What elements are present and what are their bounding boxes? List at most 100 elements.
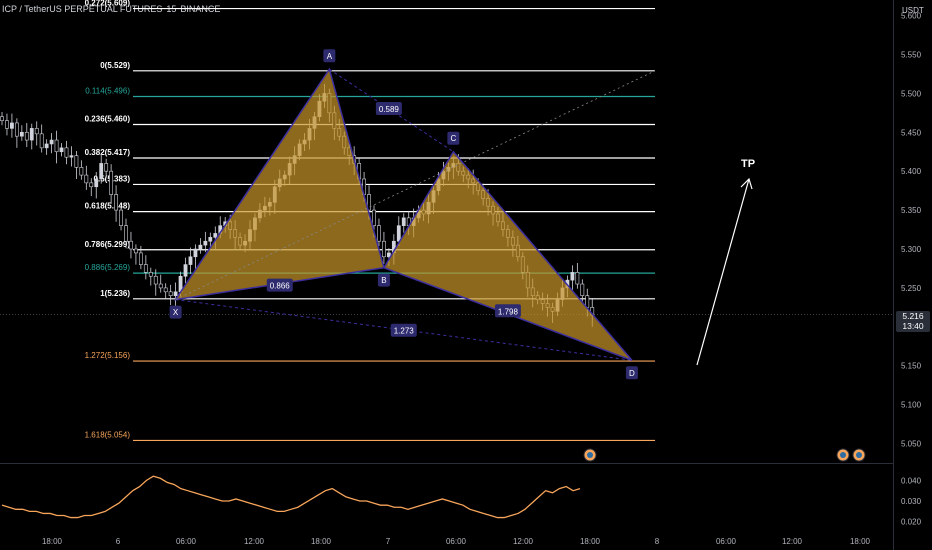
candle-body [372,209,376,226]
candle-body [44,143,49,149]
x-tick-label: 18:00 [42,537,63,546]
fib-level-label: 0.236(5.460) [85,115,131,124]
fib-level-label: 0.886(5.269) [85,263,131,272]
fib-trend-line [175,70,656,300]
x-tick-label: 12:00 [513,537,534,546]
y-tick-label: 5.300 [901,245,922,254]
candle-body [163,287,168,293]
candle-body [401,217,406,226]
candle-body [377,225,381,242]
fib-level-label: 0.786(5.299) [85,240,131,249]
candle-body [114,194,118,211]
fib-level-label: 1.272(5.156) [85,351,131,360]
current-price: 5.216 [902,311,924,321]
y-tick-label: 5.100 [901,401,922,410]
ratio-badge [375,101,402,115]
oscillator-tick-label: 0.020 [901,518,922,527]
candle-body [34,128,39,135]
tp-arrow-shaft [696,178,750,366]
harmonic-point-badge [625,366,638,380]
candle-body [39,133,44,149]
y-tick-label: 5.050 [901,440,922,449]
oscillator-tick-label: 0.030 [901,497,922,506]
harmonic-bcd-triangle [382,150,633,361]
x-tick-label: 06:00 [716,537,737,546]
candle-body [188,256,193,265]
candle-body [74,155,79,168]
candle-body [382,240,386,258]
ratio-label: 0.589 [379,105,400,114]
harmonic-point-badge [377,273,390,287]
candle-body [173,291,178,296]
y-tick-label: 5.500 [901,89,922,98]
y-tick-label: 5.350 [901,206,922,215]
x-tick-label: 12:00 [244,537,265,546]
ratio-label: 0.866 [270,282,291,291]
x-tick-label: 06:00 [446,537,467,546]
candle-body [104,163,109,172]
y-tick-label: 5.250 [901,284,922,293]
oscillator-line [1,475,581,519]
x-tick-label: 06:00 [176,537,197,546]
y-tick-label: 5.150 [901,362,922,371]
candle-body [59,147,64,153]
candle-body [153,275,158,285]
candle-body [10,122,14,129]
candle-body [158,283,163,289]
candle-body [213,233,218,238]
tp-label: TP [741,158,756,170]
candle-body [19,131,24,137]
symbol-name[interactable]: ICP / TetherUS PERPETUAL FUTURES [2,4,163,14]
harmonic-point-label: X [173,308,179,317]
harmonic-point-label: D [629,369,635,378]
candle-body [138,252,143,265]
candle-body [119,209,123,226]
candle-body [580,283,585,296]
candle-body [575,272,580,285]
countdown: 13:40 [902,321,924,331]
oscillator-tick-label: 0.040 [901,476,922,485]
y-tick-label: 5.400 [901,167,922,176]
candle-body [183,264,188,277]
candle-body [29,128,34,141]
fib-level-label: 0.114(5.496) [85,86,130,95]
ratio-badge [494,304,521,318]
candle-body [109,170,114,195]
current-price-tag: 5.216 13:40 [896,311,930,332]
fib-level-label: 0.618(5.348) [85,202,131,211]
ratio-badge [390,323,417,337]
x-tick-label: 6 [116,537,121,546]
candle-body [203,240,208,246]
x-tick-label: 18:00 [580,537,601,546]
candle-body [24,131,29,141]
candle-body [396,225,401,242]
candle-body [570,272,575,281]
candle-body [124,225,128,242]
candle-body [14,122,19,137]
candle-body [367,194,371,211]
price-axis-unit: USDT [902,6,924,15]
candle-body [69,155,74,158]
x-tick-label: 18:00 [850,537,871,546]
candle-body [148,272,153,277]
tp-arrow-head [740,177,753,190]
x-tick-label: 7 [386,537,391,546]
candle-body [198,244,203,250]
candle-body [386,252,391,258]
event-icon-inner [840,452,846,458]
harmonic-point-label: A [327,52,333,61]
candle-body [193,248,198,258]
y-tick-label: 5.600 [901,12,922,21]
fib-level-label: 1(5.236) [100,289,130,298]
harmonic-point-badge [323,49,336,63]
fib-level-label: 0.272(5.609) [85,0,131,8]
y-tick-label: 5.550 [901,50,922,59]
candle-body [143,264,148,273]
x-tick-label: 18:00 [311,537,332,546]
ratio-badge [266,278,293,292]
fib-level-label: 0.382(5.417) [85,148,131,157]
event-icon-inner [856,452,862,458]
harmonic-point-label: B [381,276,386,285]
x-tick-label: 8 [655,537,660,546]
